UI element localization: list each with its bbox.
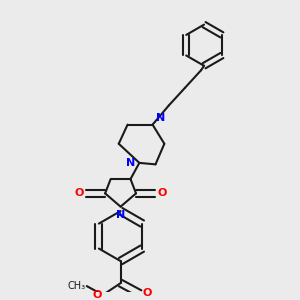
Text: CH₃: CH₃ — [67, 281, 85, 291]
Text: O: O — [142, 288, 152, 298]
Text: O: O — [158, 188, 167, 198]
Text: N: N — [116, 210, 125, 220]
Text: O: O — [74, 188, 84, 198]
Text: O: O — [92, 290, 101, 300]
Text: N: N — [155, 113, 165, 123]
Text: N: N — [126, 158, 135, 168]
